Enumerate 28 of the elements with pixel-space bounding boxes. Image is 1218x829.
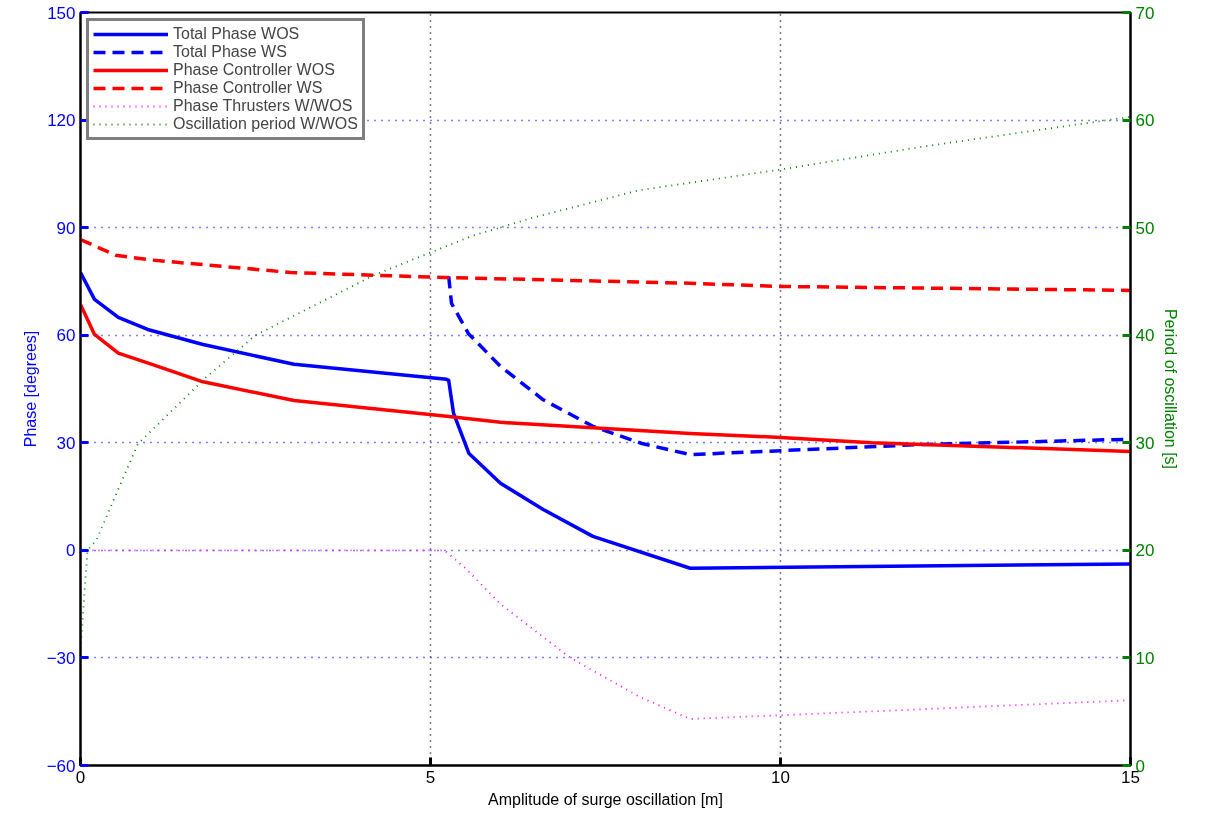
y-tick-label: 150: [47, 3, 76, 23]
legend-label: Phase Controller WS: [173, 79, 323, 97]
legend-label: Total Phase WS: [173, 43, 287, 61]
y2-tick-label: 30: [1135, 433, 1155, 453]
y-tick-label: −60: [46, 756, 76, 776]
x-tick-label: 10: [771, 767, 790, 787]
y-tick-label: 60: [56, 326, 76, 346]
legend-label: Oscillation period W/WOS: [173, 115, 358, 133]
line-series: [80, 302, 1131, 454]
y2-tick-label: 70: [1135, 3, 1155, 23]
y-tick-label: 120: [47, 111, 76, 131]
y2-tick-label: 40: [1135, 326, 1155, 346]
legend-label: Total Phase WOS: [173, 25, 300, 43]
y2-tick-label: 10: [1135, 648, 1155, 668]
line-series: [80, 237, 1131, 293]
y-tick-label: 0: [66, 541, 76, 561]
x-tick-label: 5: [425, 767, 436, 787]
y-tick-label: 30: [56, 433, 76, 453]
y2-tick-label: 20: [1135, 541, 1155, 561]
legend-label: Phase Controller WOS: [173, 61, 335, 79]
x-axis-title: Amplitude of surge oscillation [m]: [488, 790, 723, 808]
y-tick-label: −30: [46, 648, 76, 668]
y2-axis-title: Period of oscillation [s]: [1162, 308, 1180, 470]
y2-tick-label: 60: [1135, 111, 1155, 131]
y2-tick-label: 50: [1135, 218, 1155, 238]
legend-label: Phase Thrusters W/WOS: [173, 97, 353, 115]
y-axis-title: Phase [degrees]: [21, 330, 39, 448]
y-tick-label: 90: [56, 218, 76, 238]
